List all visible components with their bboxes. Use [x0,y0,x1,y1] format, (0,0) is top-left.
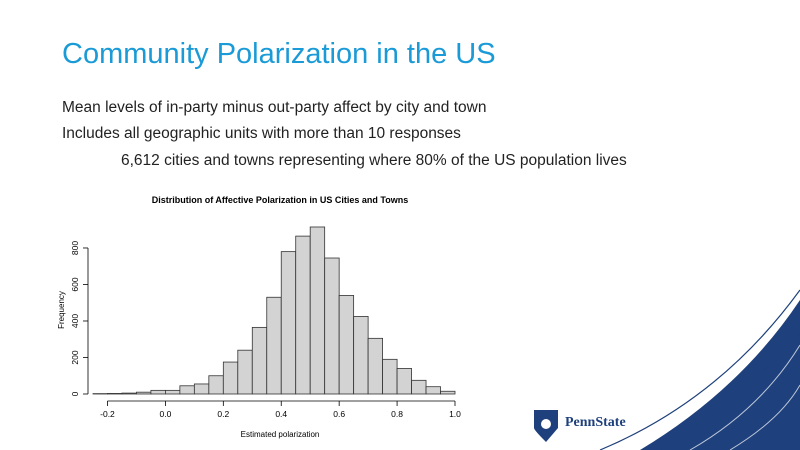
chart-title: Distribution of Affective Polarization i… [152,195,409,205]
histogram: -0.2 0.0 0.2 0.4 0.6 0.8 1.0 0 200 400 600 800 [70,226,461,419]
bar [208,375,224,395]
x-tick-label: 0.0 [159,409,171,419]
bar [382,358,398,395]
y-tick-label: 600 [70,277,80,291]
bar [295,235,311,395]
x-tick-label: 0.6 [333,409,345,419]
y-tick-label: 200 [70,350,80,364]
y-tick-label: 800 [70,241,80,255]
bar [222,361,239,395]
bar [107,393,123,395]
bar [164,389,181,395]
slide-title: Community Polarization in the US [62,38,496,70]
x-tick-label: 0.8 [391,409,403,419]
x-axis-label: Estimated polarization [241,430,320,439]
corner-lines [689,344,800,450]
bar [237,349,253,395]
bar [425,386,441,395]
y-tick-label: 400 [70,314,80,328]
bar [411,379,427,395]
bar [251,326,268,395]
bar [309,226,326,395]
corner-decoration [640,300,800,450]
bar [396,368,412,395]
bar [280,251,297,395]
x-tick-label: 0.4 [275,409,287,419]
bar [440,390,456,395]
logo-mark [541,419,551,429]
bar [353,316,369,395]
bar [136,391,152,395]
bar [193,383,210,395]
bar [324,257,340,395]
bullet: Mean levels of in-party minus out-party … [62,99,486,116]
corner-lines [599,289,800,450]
sub-bullet: 6,612 cities and towns representing wher… [121,152,627,169]
x-tick-label: -0.2 [100,409,115,419]
bar [367,337,383,395]
y-axis-label: Frequency [57,291,66,329]
logo-text: PennState [565,415,626,430]
bullet: Includes all geographic units with more … [62,125,461,142]
y-tick-label: 0 [70,391,80,396]
bar [266,296,282,395]
x-tick-label: 0.2 [217,409,229,419]
bar [179,385,195,395]
bar [338,295,355,395]
x-tick-label: 1.0 [449,409,461,419]
bar [121,392,137,395]
bar [150,389,166,395]
